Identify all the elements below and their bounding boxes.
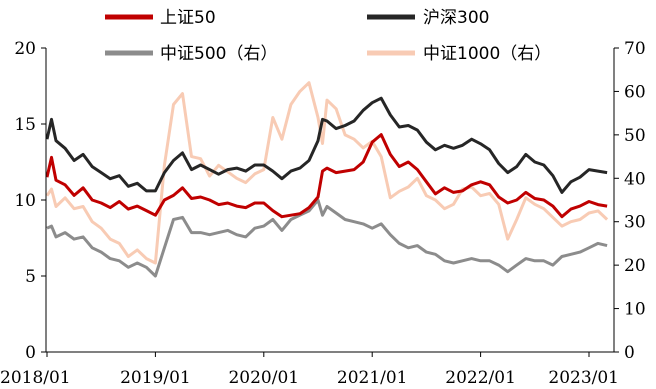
series-line-3 bbox=[45, 81, 609, 265]
y-left-tick-label: 10 bbox=[14, 191, 36, 211]
legend-entry-0: 上证50 bbox=[105, 8, 216, 28]
y-right-tick-label: 70 bbox=[624, 39, 646, 59]
y-right-tick-label: 0 bbox=[624, 343, 635, 363]
series-line-1 bbox=[45, 96, 608, 194]
series-line-0 bbox=[45, 133, 608, 219]
legend-label: 沪深300 bbox=[423, 8, 489, 28]
x-tick-label: 2022/01 bbox=[445, 368, 516, 388]
legend: 上证50 沪深300 中证500（右） 中证1000（右） bbox=[105, 8, 551, 64]
y-right-tick-label: 50 bbox=[624, 126, 646, 146]
y-right-tick-label: 30 bbox=[624, 213, 646, 233]
x-tick-label: 2021/01 bbox=[337, 368, 408, 388]
y-left-tick-label: 0 bbox=[25, 343, 36, 363]
x-tick-label: 2018/01 bbox=[0, 368, 71, 388]
x-tick-label: 2019/01 bbox=[120, 368, 191, 388]
y-right-tick-label: 10 bbox=[624, 300, 646, 320]
y-right-tick-label: 40 bbox=[624, 169, 646, 189]
x-tick-label: 2023/01 bbox=[548, 368, 619, 388]
series-line-2 bbox=[46, 198, 608, 278]
series-layer bbox=[45, 81, 609, 278]
axes: 0 5 10 15 20 0 10 20 30 40 50 60 70 2018/01 2019/01 202… bbox=[0, 39, 646, 388]
legend-entry-1: 沪深300 bbox=[367, 8, 489, 28]
y-left-tick-label: 15 bbox=[14, 115, 36, 135]
legend-label: 上证50 bbox=[160, 8, 216, 28]
legend-entry-3: 中证1000（右） bbox=[367, 44, 551, 64]
y-right-tick-label: 60 bbox=[624, 82, 646, 102]
legend-label: 中证1000（右） bbox=[423, 44, 551, 64]
y-left-tick-label: 5 bbox=[25, 267, 36, 287]
legend-entry-2: 中证500（右） bbox=[105, 44, 277, 64]
legend-label: 中证500（右） bbox=[160, 44, 277, 64]
x-tick-label: 2020/01 bbox=[228, 368, 299, 388]
y-left-tick-label: 20 bbox=[14, 39, 36, 59]
y-right-tick-label: 20 bbox=[624, 256, 646, 276]
